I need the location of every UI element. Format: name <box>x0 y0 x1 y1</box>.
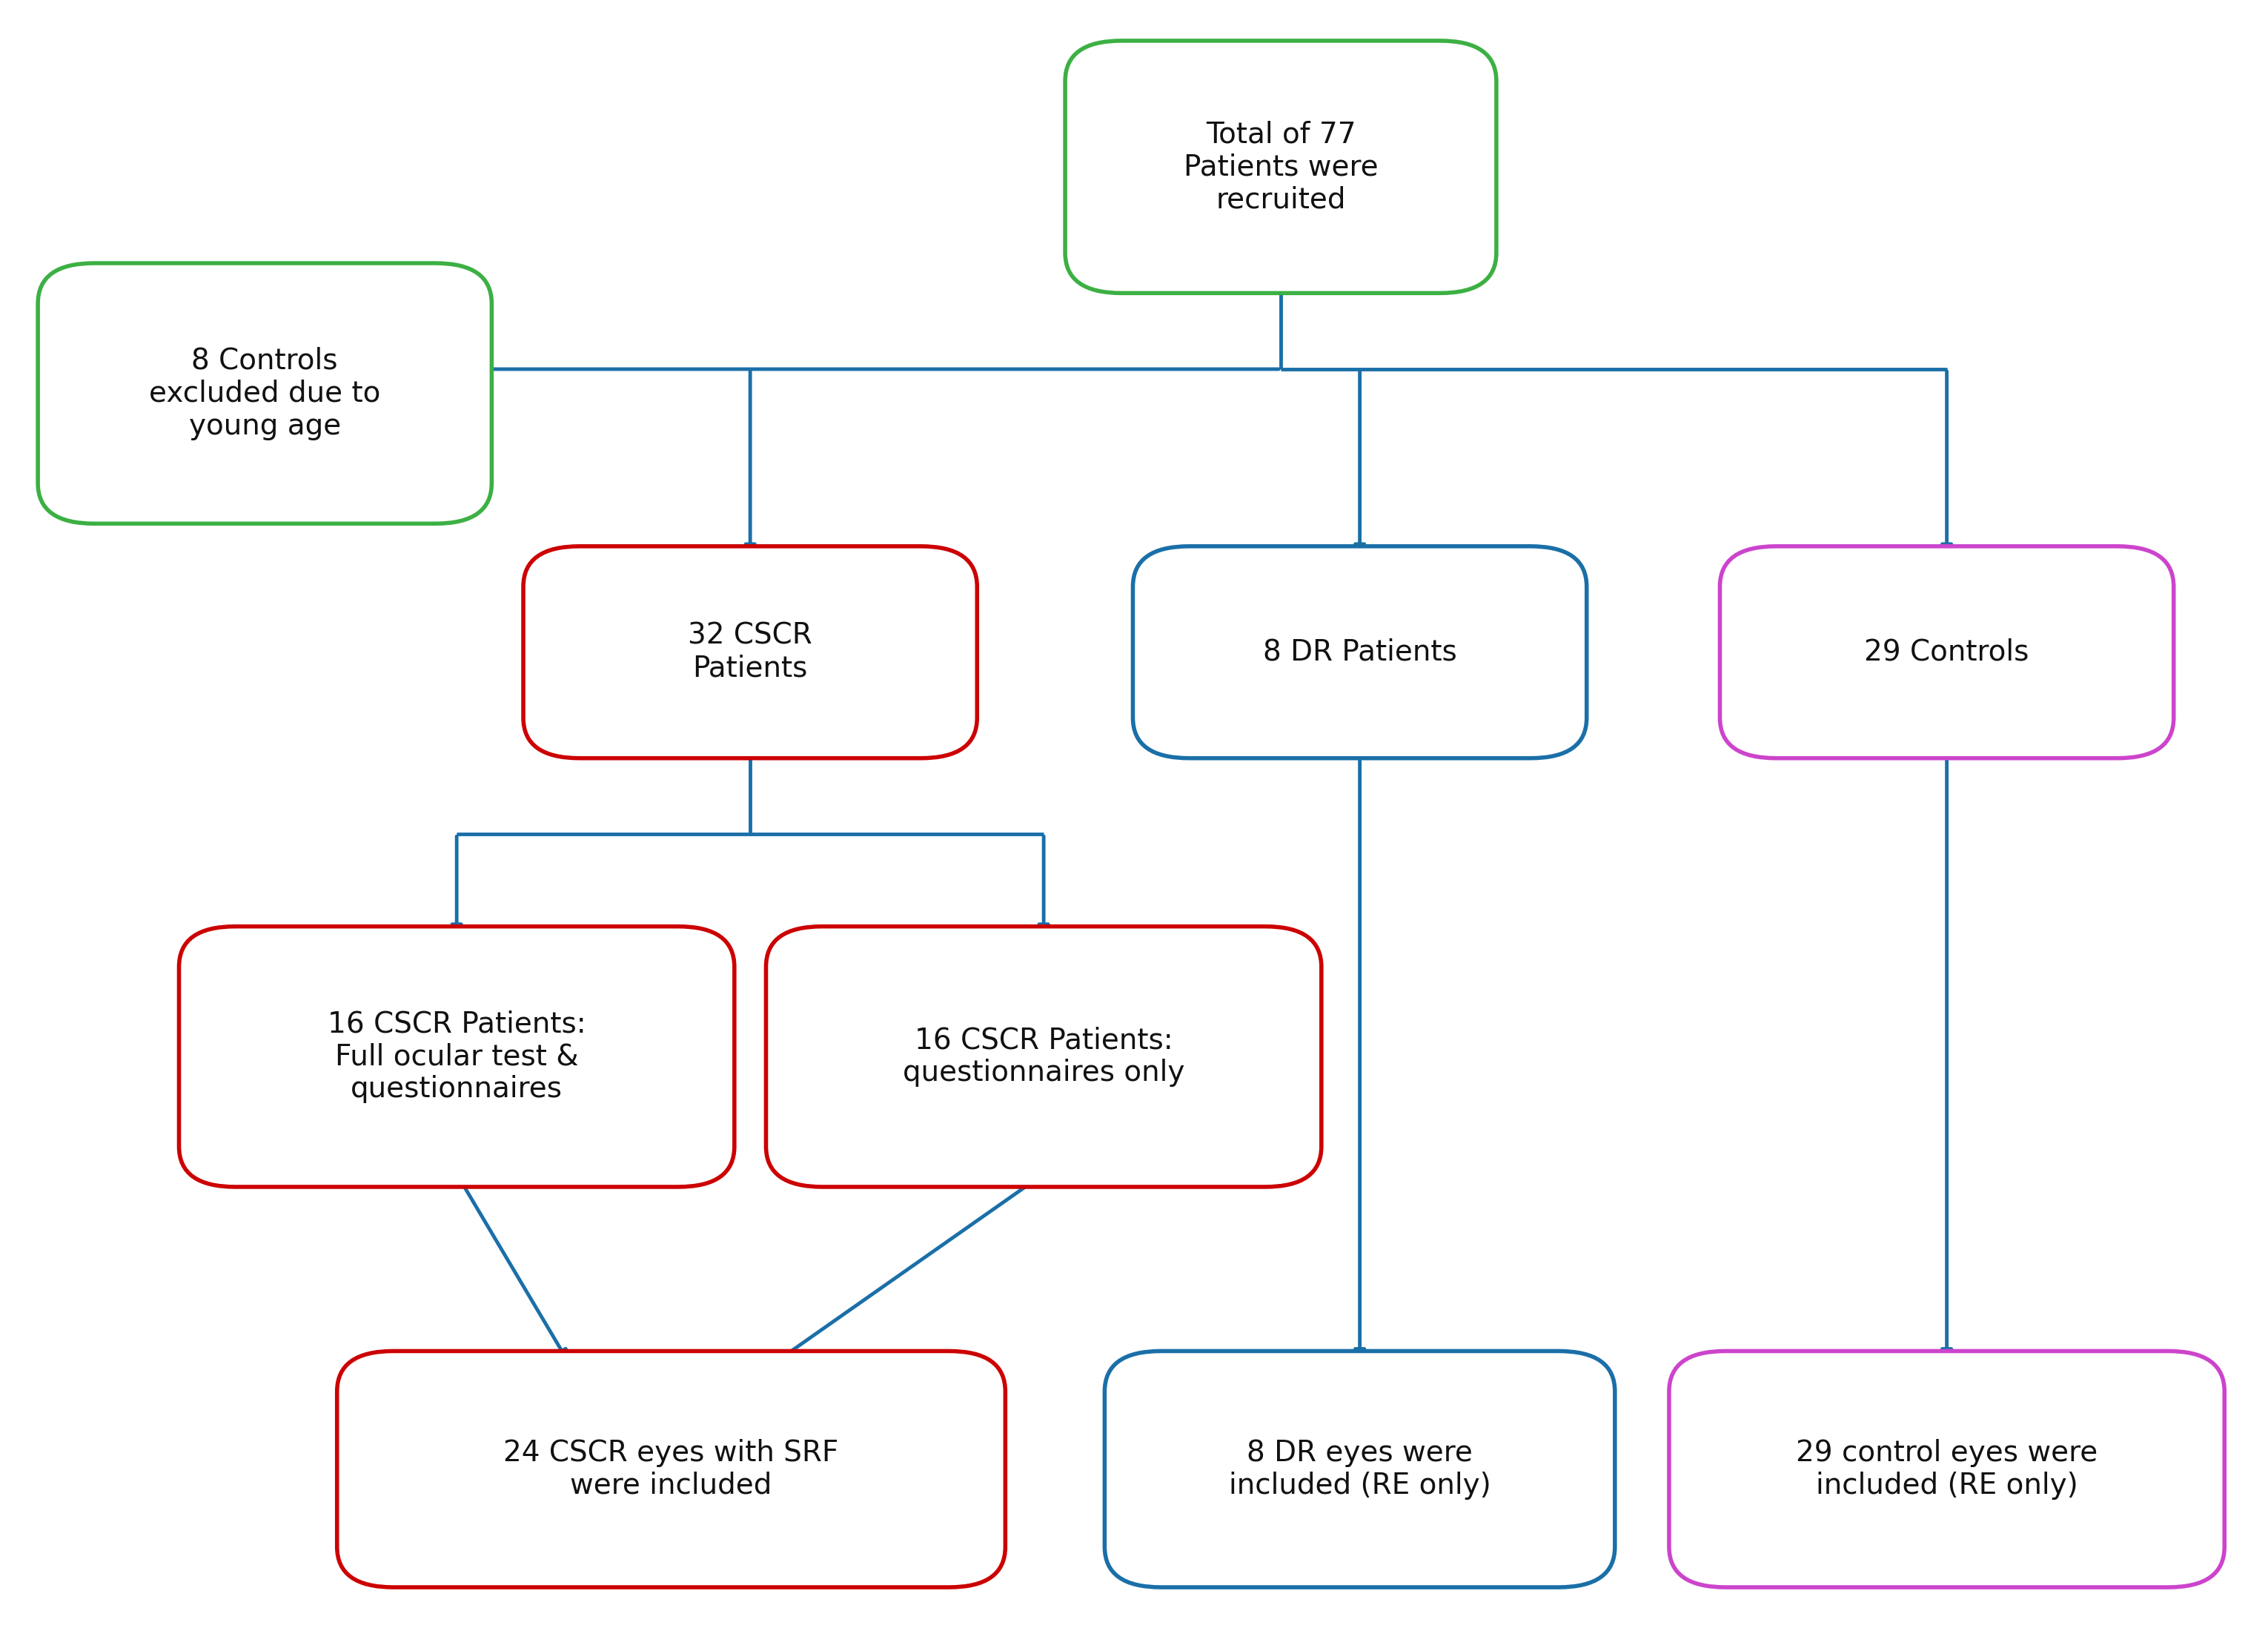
Text: 29 Controls: 29 Controls <box>1864 638 2030 666</box>
FancyBboxPatch shape <box>179 926 735 1187</box>
FancyBboxPatch shape <box>1669 1351 2225 1587</box>
FancyBboxPatch shape <box>1134 547 1588 759</box>
FancyBboxPatch shape <box>524 547 978 759</box>
Text: 29 control eyes were
included (RE only): 29 control eyes were included (RE only) <box>1796 1439 2098 1499</box>
FancyBboxPatch shape <box>1105 1351 1615 1587</box>
Text: 8 DR eyes were
included (RE only): 8 DR eyes were included (RE only) <box>1229 1439 1490 1499</box>
FancyBboxPatch shape <box>338 1351 1005 1587</box>
Text: 8 Controls
excluded due to
young age: 8 Controls excluded due to young age <box>150 347 381 440</box>
Text: 16 CSCR Patients:
questionnaires only: 16 CSCR Patients: questionnaires only <box>903 1026 1184 1088</box>
FancyBboxPatch shape <box>39 264 492 524</box>
FancyBboxPatch shape <box>767 926 1322 1187</box>
Text: Total of 77
Patients were
recruited: Total of 77 Patients were recruited <box>1184 120 1379 213</box>
Text: 24 CSCR eyes with SRF
were included: 24 CSCR eyes with SRF were included <box>503 1439 839 1499</box>
FancyBboxPatch shape <box>1719 547 2173 759</box>
FancyBboxPatch shape <box>1066 41 1497 293</box>
Text: 32 CSCR
Patients: 32 CSCR Patients <box>687 622 812 682</box>
Text: 16 CSCR Patients:
Full ocular test &
questionnaires: 16 CSCR Patients: Full ocular test & que… <box>327 1009 585 1104</box>
Text: 8 DR Patients: 8 DR Patients <box>1263 638 1456 666</box>
